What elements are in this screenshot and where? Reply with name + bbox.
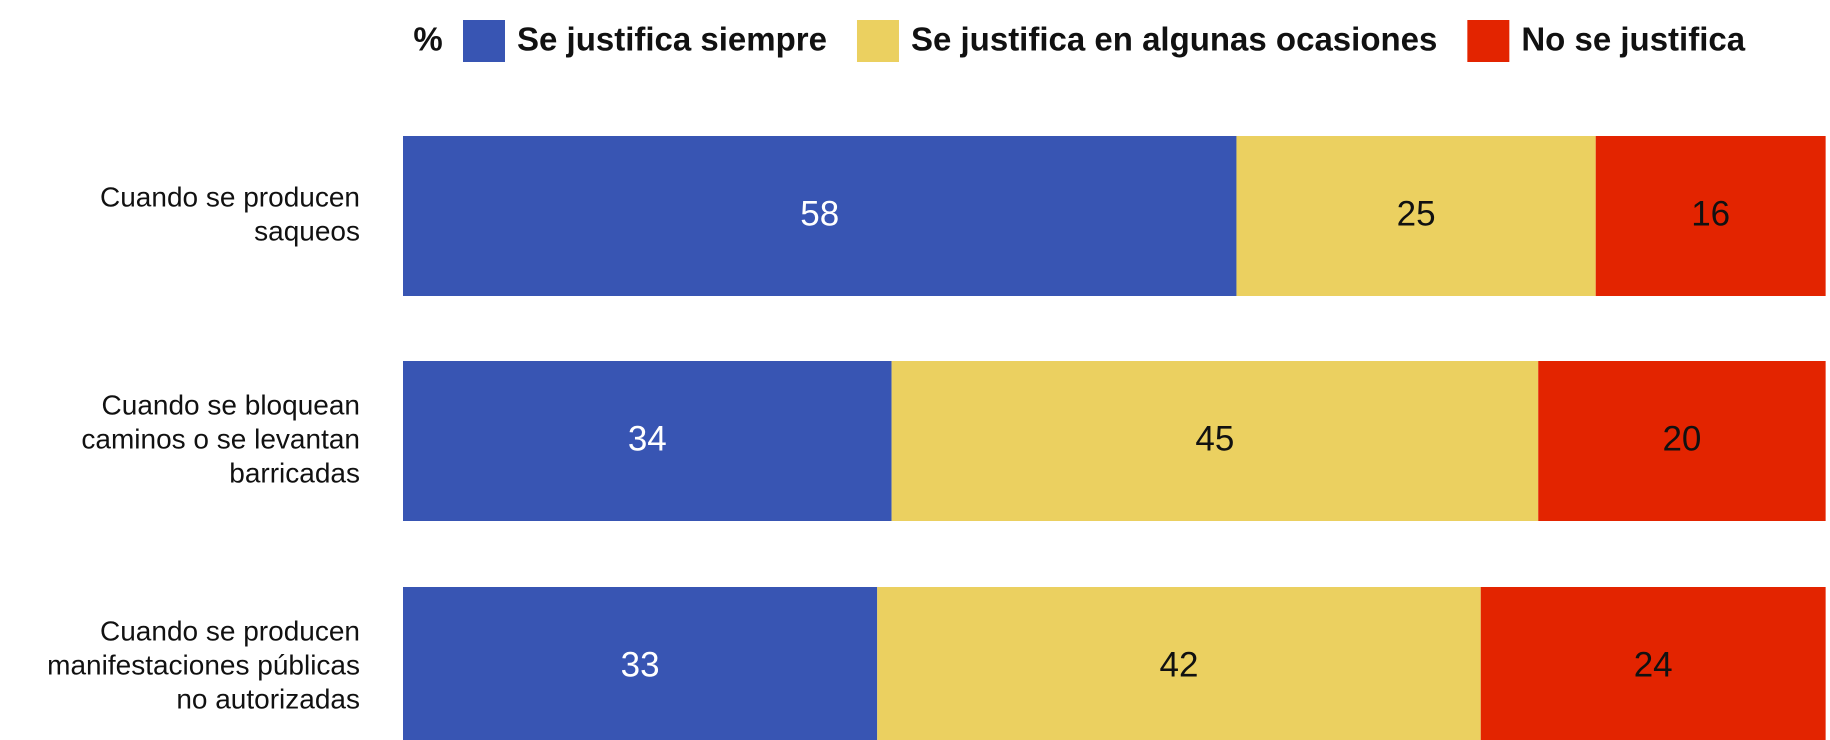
- category-label: caminos o se levantan: [81, 423, 360, 454]
- legend-swatch: [1467, 20, 1510, 62]
- value-label: 34: [628, 419, 667, 458]
- bar-segment: [1595, 136, 1826, 296]
- bar-segment: [403, 136, 1237, 296]
- bar-segment: [891, 361, 1539, 521]
- category-label: no autorizadas: [176, 683, 360, 714]
- category-label: Cuando se producen: [100, 181, 360, 212]
- value-label: 58: [800, 194, 839, 233]
- legend-swatch: [856, 20, 899, 62]
- bar-segment: [403, 587, 878, 740]
- value-label: 33: [621, 645, 660, 684]
- value-label: 45: [1195, 419, 1234, 458]
- category-label: manifestaciones públicas: [47, 649, 360, 680]
- unit-label: %: [413, 21, 442, 58]
- category-label: Cuando se bloquean: [102, 389, 360, 420]
- category-label: Cuando se producen: [100, 615, 360, 646]
- category-label: saqueos: [254, 215, 360, 246]
- bar-segment: [877, 587, 1481, 740]
- legend-label: No se justifica: [1521, 21, 1745, 58]
- value-label: 20: [1662, 419, 1701, 458]
- value-label: 16: [1691, 194, 1730, 233]
- bar-segment: [403, 361, 892, 521]
- bar-segment: [1480, 587, 1826, 740]
- value-label: 24: [1634, 645, 1673, 684]
- legend-label: Se justifica siempre: [517, 21, 827, 58]
- bar-segment: [1236, 136, 1596, 296]
- legend-swatch: [463, 20, 505, 62]
- value-label: 25: [1397, 194, 1436, 233]
- legend-label: Se justifica en algunas ocasiones: [911, 21, 1437, 58]
- bar-segment: [1538, 361, 1826, 521]
- category-label: barricadas: [229, 457, 360, 488]
- value-label: 42: [1160, 645, 1199, 684]
